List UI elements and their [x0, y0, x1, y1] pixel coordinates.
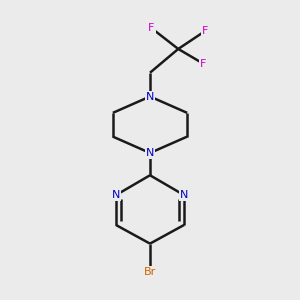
- Text: N: N: [146, 92, 154, 101]
- Text: F: F: [202, 26, 208, 36]
- Text: N: N: [180, 190, 188, 200]
- Text: F: F: [200, 59, 207, 69]
- Text: Br: Br: [144, 267, 156, 277]
- Text: N: N: [112, 190, 120, 200]
- Text: F: F: [148, 23, 155, 33]
- Text: N: N: [146, 148, 154, 158]
